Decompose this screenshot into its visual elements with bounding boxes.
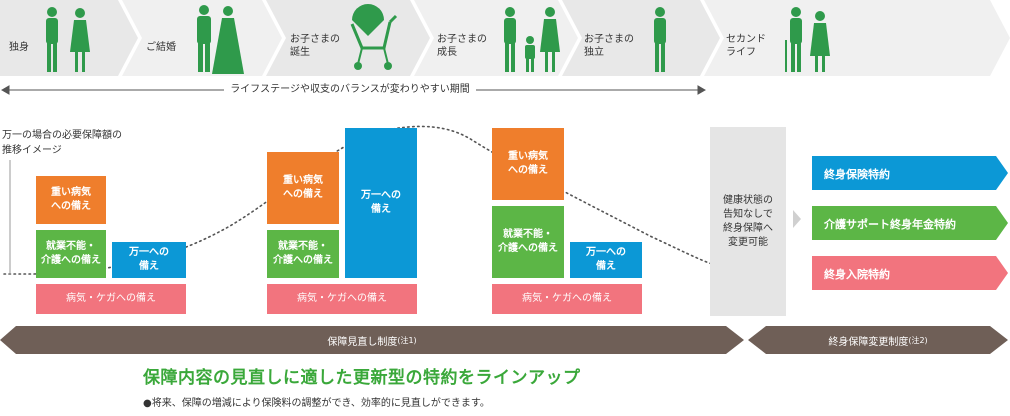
rider-arrow-shape	[812, 156, 1008, 190]
illness-box: 重い病気 への備え	[492, 128, 564, 200]
disability-box: 就業不能・ 介護への備え	[492, 206, 564, 278]
review-system-label: 保障見直し制度(注1)	[0, 335, 744, 349]
stage-label-marriage: ご結婚	[146, 42, 176, 53]
stage-label-single: 独身	[9, 42, 29, 53]
base-box: 病気・ケガへの備え	[267, 284, 417, 314]
couple-icon	[197, 5, 244, 74]
disability-box: 就業不能・ 介護への備え	[36, 230, 106, 278]
period-label: ライフステージや収支のバランスが変わりやすい期間	[0, 84, 700, 96]
family-icon	[504, 7, 560, 72]
rider-care-support-annuity: 介護サポート終身年金特約	[812, 206, 1008, 240]
rider-label: 終身入院特約	[824, 268, 890, 281]
stage-chevron	[0, 0, 138, 76]
trend-label: 万一の場合の必要保障額の 推移イメージ	[2, 130, 122, 156]
rider-label: 介護サポート終身年金特約	[824, 218, 956, 231]
death-box: 万一への 備え	[570, 242, 642, 278]
death-box: 万一への 備え	[345, 128, 417, 278]
subnote: ●将来、保障の増減により保険料の調整ができ、効率的に見直しができます。	[143, 398, 490, 409]
stage-label-second-life: セカンド ライフ	[726, 34, 766, 58]
period-label-text: ライフステージや収支のバランスが変わりやすい期間	[224, 84, 476, 95]
base-box: 病気・ケガへの備え	[36, 284, 186, 314]
stage-label-growth: お子さまの 成長	[437, 34, 487, 58]
stage-chevron	[562, 0, 720, 76]
illness-box: 重い病気 への備え	[267, 152, 339, 224]
stage-chevron	[266, 0, 430, 76]
review-system-bar	[0, 326, 744, 354]
review-system-note: (注1)	[397, 336, 417, 345]
stage-band	[0, 0, 1010, 76]
chevron-right-icon	[793, 210, 801, 228]
stroller-icon	[350, 4, 398, 70]
disability-box: 就業不能・ 介護への備え	[267, 230, 339, 278]
lifetime-conversion-bar	[748, 326, 1008, 354]
single-person-icon	[654, 7, 666, 72]
stage-chevron	[414, 0, 578, 76]
rider-arrow-shape	[812, 206, 1008, 240]
elderly-couple-icon	[785, 7, 830, 72]
rider-label: 終身保険特約	[824, 168, 890, 181]
health-notice-panel: 健康状態の 告知なしで 終身保障へ 変更可能	[710, 127, 786, 316]
rider-lifetime-insurance: 終身保険特約	[812, 156, 1008, 190]
review-system-text: 保障見直し制度	[327, 337, 398, 348]
rider-lifetime-hospitalization: 終身入院特約	[812, 256, 1008, 290]
single-person-icon	[46, 7, 90, 72]
lifetime-conversion-text: 終身保障変更制度	[828, 337, 909, 348]
base-box: 病気・ケガへの備え	[492, 284, 642, 314]
rider-arrow-shape	[812, 256, 1008, 290]
stage-label-birth: お子さまの 誕生	[290, 34, 340, 58]
stage-label-independence: お子さまの 独立	[584, 34, 634, 58]
headline: 保障内容の見直しに適した更新型の特約をラインアップ	[143, 368, 581, 388]
death-box: 万一への 備え	[112, 242, 186, 278]
stage-chevron	[704, 0, 1010, 76]
lifetime-conversion-label: 終身保障変更制度(注2)	[748, 335, 1008, 349]
illness-box: 重い病気 への備え	[36, 176, 106, 224]
lifetime-conversion-note: (注2)	[908, 336, 928, 345]
